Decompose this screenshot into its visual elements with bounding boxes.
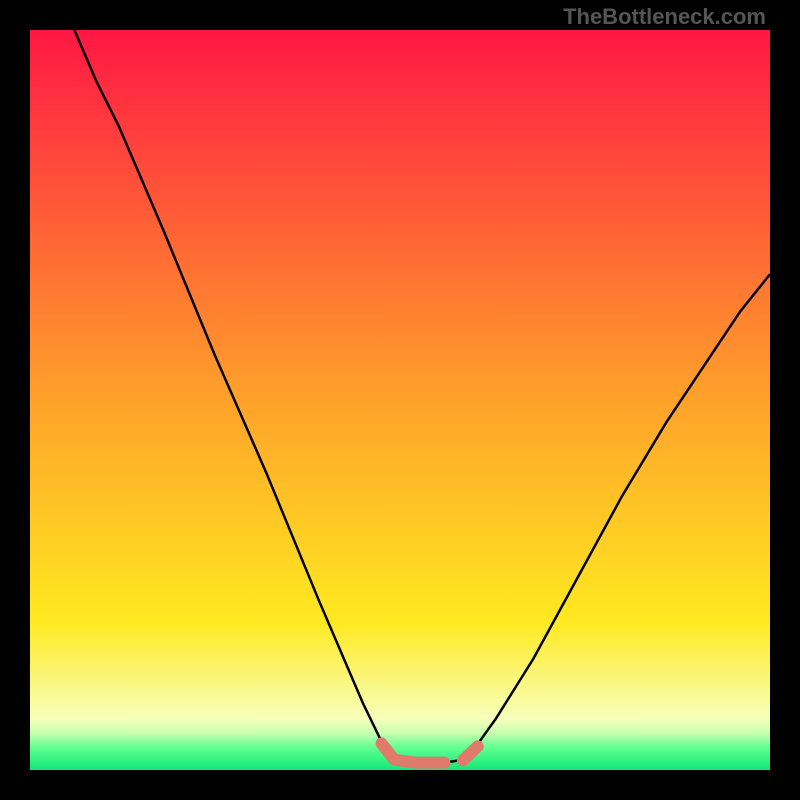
chart-container: TheBottleneck.com (0, 0, 800, 800)
bottleneck-curve (74, 30, 770, 763)
flat-segment-0 (382, 743, 445, 762)
curve-overlay (0, 0, 800, 800)
watermark-text: TheBottleneck.com (563, 4, 766, 30)
flat-segment-1 (463, 746, 478, 760)
